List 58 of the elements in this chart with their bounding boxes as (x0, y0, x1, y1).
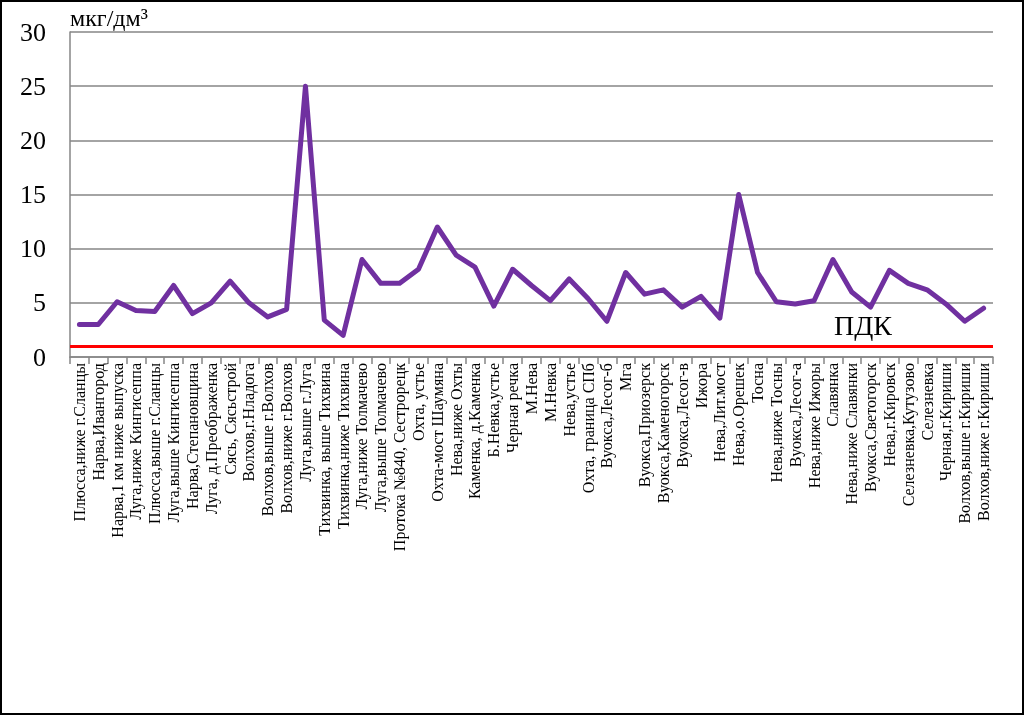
x-tick-label: М.Нева (523, 363, 540, 415)
x-tick-label: Луга,выше г.Луга (296, 363, 315, 482)
x-tick-label: Мга (617, 363, 635, 391)
x-tick-label: Луга,ниже Кингисеппа (127, 363, 146, 520)
x-tick-label: Тосна (749, 363, 767, 403)
x-tick-label: Луга, д.Преображенка (202, 363, 221, 515)
x-tick-label: Нева,ниже Охты (447, 362, 465, 477)
x-tick-label: Волхов,выше г.Кириши (956, 362, 975, 524)
x-tick-label: Вуокса,Приозерск (636, 362, 655, 488)
x-tick-label: Вуокса,Лесог-а (786, 363, 805, 468)
x-tick-label: Нарва,Степановщина (183, 363, 202, 509)
x-tick-label: Плюсса,ниже г.Сланцы (70, 362, 89, 522)
x-tick-label: М.Невка (541, 363, 559, 423)
x-tick-label: Луга,выше Толмачево (372, 363, 391, 513)
x-tick-label: Охта-мост Шаумяна (428, 363, 447, 502)
x-tick-label: Нева,г.Кировск (880, 362, 899, 467)
x-tick-label: Нева,устье (560, 363, 579, 437)
y-tick-label: 30 (20, 17, 46, 47)
x-tick-label: Ижора (692, 363, 711, 409)
y-tick-label: 20 (20, 125, 46, 155)
ref-line-label: ПДК (834, 309, 893, 341)
x-tick-label: Вуокса,Каменогорск (654, 362, 673, 504)
x-tick-label: Нева,Лит.мост (711, 362, 729, 462)
x-tick-label: Волхов,г.Нладога (240, 363, 259, 482)
x-tick-label: Нева,ниже Ижоры (805, 362, 824, 489)
x-tick-label: Нева,ниже Славянки (843, 362, 861, 505)
x-tick-label: Охта, граница СПб (579, 363, 598, 494)
y-axis-title: мкг/дм³ (70, 5, 148, 31)
x-tick-label: Плюсса,выше г.Сланцы (146, 362, 165, 525)
y-tick-label: 25 (20, 71, 46, 101)
x-tick-label: Луга,ниже Толмачево (353, 363, 372, 510)
x-tick-label: Вуокса,Лесог-б (598, 363, 617, 469)
x-tick-label: Каменка, д.Каменка (466, 363, 485, 500)
x-tick-label: Волхов,выше г.Волхов (259, 362, 277, 517)
x-tick-label: Тихвинка, выше Тихвина (315, 363, 333, 536)
x-tick-label: Луга,выше Кингисеппа (165, 363, 184, 523)
x-tick-label: Селезневка,Кутузово (899, 363, 918, 507)
x-tick-label: Нева,ниже Тосны (767, 362, 785, 483)
y-tick-label: 5 (33, 288, 46, 318)
x-tick-label: Нарва,Ивангород (89, 363, 108, 481)
x-tick-label: Черная речка (504, 363, 523, 453)
x-tick-label: Черная,г.Кириши (937, 362, 956, 481)
x-tick-label: Нева,о.Орешек (730, 362, 749, 466)
x-tick-label: Протока №840, Сестрорецк (391, 362, 410, 552)
x-tick-label: Б.Невка,устье (485, 363, 504, 458)
x-tick-label: Охта, устье (409, 363, 428, 441)
x-tick-label: Славянка (824, 363, 842, 427)
x-tick-label: Тихвинка,ниже Тихвина (334, 363, 352, 530)
x-tick-label: Волхов,ниже г.Кириши (975, 362, 994, 521)
x-tick-label: Нарва,1 км ниже выпуска (108, 363, 127, 538)
y-tick-label: 0 (33, 342, 46, 372)
y-tick-label: 10 (20, 234, 46, 264)
x-tick-label: Селезневка (918, 363, 936, 441)
x-tick-label: Вуокса,Светогорск (862, 362, 881, 492)
x-tick-label: Волхов,ниже г.Волхов (278, 362, 296, 514)
y-tick-label: 15 (20, 180, 46, 209)
x-tick-label: Сясь, Сясьстрой (221, 362, 240, 475)
x-tick-label: Вуокса,Лесог-в (673, 362, 692, 468)
